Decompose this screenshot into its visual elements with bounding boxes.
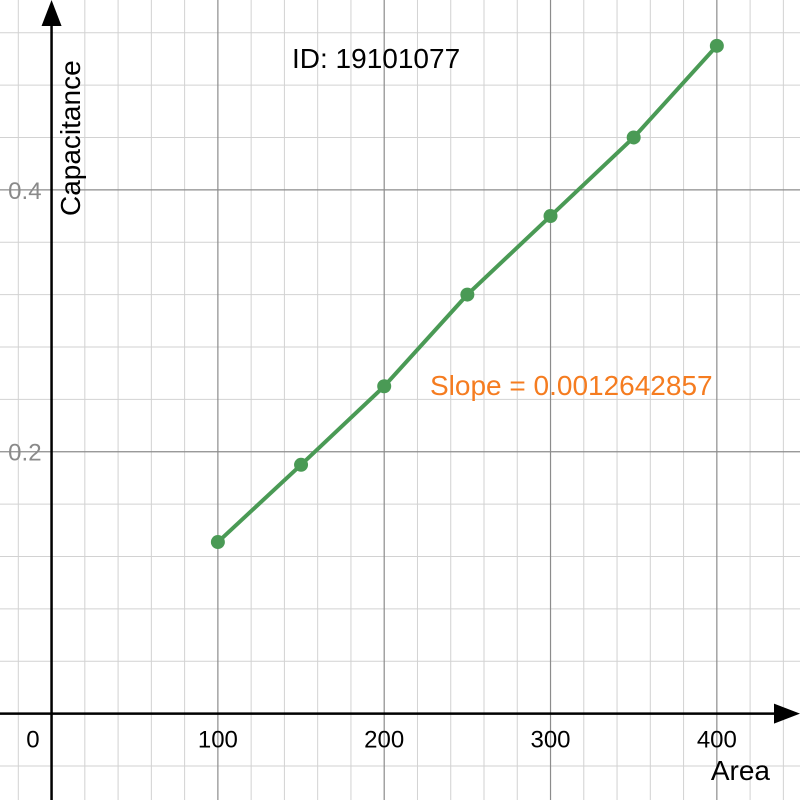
data-point [294, 457, 309, 472]
y-axis-title: Capacitance [55, 60, 86, 216]
x-tick-label: 200 [364, 727, 404, 754]
x-tick-label: 300 [530, 727, 570, 754]
tick-labels: 0 100 200 300 400 0.2 0.4 [8, 178, 737, 754]
data-point [543, 209, 558, 224]
series-layer [210, 38, 724, 550]
x-tick-label: 400 [697, 727, 737, 754]
x-axis-title: Area [711, 755, 771, 786]
id-annotation: ID: 19101077 [292, 43, 460, 74]
x-axis-arrow [774, 703, 800, 724]
y-tick-label: 0.2 [8, 440, 41, 467]
data-point [210, 535, 225, 550]
data-point [626, 130, 641, 145]
x-tick-label: 0 [26, 727, 39, 754]
y-tick-label: 0.4 [8, 178, 41, 205]
data-point [709, 38, 724, 53]
y-axis-arrow [41, 0, 62, 26]
slope-annotation: Slope = 0.0012642857 [430, 370, 713, 401]
data-point [460, 287, 475, 302]
data-point [377, 379, 392, 394]
x-tick-label: 100 [198, 727, 238, 754]
